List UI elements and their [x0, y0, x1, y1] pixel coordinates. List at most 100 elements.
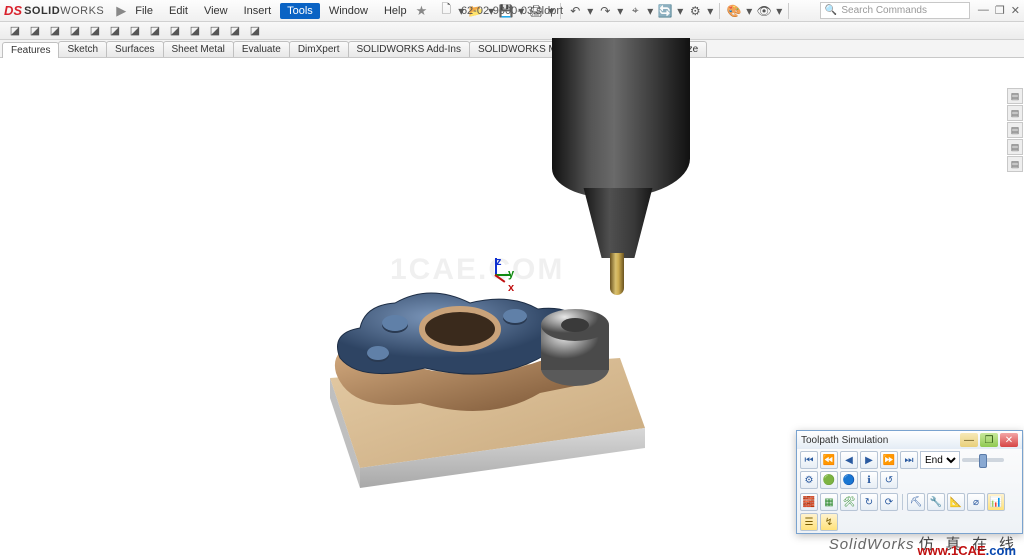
- minimize-button[interactable]: —: [978, 4, 989, 17]
- taskpane-e[interactable]: ▤: [1007, 156, 1023, 172]
- options-dropdown[interactable]: ▾: [706, 2, 714, 20]
- sim-opt-0[interactable]: ⚙: [800, 471, 818, 489]
- appearance-icon[interactable]: 🎨: [725, 2, 743, 20]
- view-settings-icon[interactable]: 👁: [755, 2, 773, 20]
- taskpane-d[interactable]: ▤: [1007, 139, 1023, 155]
- cmd9-button[interactable]: ◪: [166, 23, 184, 39]
- sim-opt-1[interactable]: 🟢: [820, 471, 838, 489]
- sim-tool-12[interactable]: ↯: [820, 513, 838, 531]
- close-button[interactable]: ✕: [1011, 4, 1020, 17]
- spindle-body: [552, 38, 690, 198]
- sim-tool-1[interactable]: ▦: [820, 493, 838, 511]
- sim-tool-2[interactable]: 🛠: [840, 493, 858, 511]
- sim-playback-2[interactable]: ◀: [840, 451, 858, 469]
- search-placeholder: Search Commands: [841, 5, 927, 16]
- options-icon[interactable]: ⚙: [686, 2, 704, 20]
- cmd7-button[interactable]: ◪: [126, 23, 144, 39]
- sim-playback-0[interactable]: ⏮: [800, 451, 818, 469]
- sim-playback-4[interactable]: ⏩: [880, 451, 898, 469]
- help-icon[interactable]: ★: [416, 3, 428, 19]
- cmd10-button[interactable]: ◪: [186, 23, 204, 39]
- sim-speed-slider[interactable]: [962, 458, 1004, 462]
- sim-playback-1[interactable]: ⏪: [820, 451, 838, 469]
- menu-view[interactable]: View: [197, 3, 235, 19]
- task-pane-tabs: ▤▤▤▤▤: [1007, 88, 1023, 172]
- redo-dropdown[interactable]: ▾: [616, 2, 624, 20]
- view-settings-dropdown[interactable]: ▾: [775, 2, 783, 20]
- select-icon[interactable]: ⌖: [626, 2, 644, 20]
- menu-edit[interactable]: Edit: [162, 3, 195, 19]
- rebuild-dropdown[interactable]: ▾: [676, 2, 684, 20]
- appearance-dropdown[interactable]: ▾: [745, 2, 753, 20]
- new-doc-icon[interactable]: 🗋: [437, 2, 455, 20]
- sim-tool-3[interactable]: ↻: [860, 493, 878, 511]
- sim-playback-5[interactable]: ⏭: [900, 451, 918, 469]
- cmd6-button[interactable]: ◪: [106, 23, 124, 39]
- cmd2-button[interactable]: ◪: [26, 23, 44, 39]
- sim-opt-2[interactable]: 🔵: [840, 471, 858, 489]
- tab-surfaces[interactable]: Surfaces: [106, 41, 163, 57]
- menu-help[interactable]: Help: [377, 3, 414, 19]
- taskpane-b[interactable]: ▤: [1007, 105, 1023, 121]
- sim-opt-3[interactable]: ℹ: [860, 471, 878, 489]
- sim-playback-3[interactable]: ▶: [860, 451, 878, 469]
- logo-text: SOLIDWORKS: [24, 5, 104, 17]
- sim-titlebar[interactable]: Toolpath Simulation — ❐ ✕: [797, 431, 1022, 449]
- cmd1-button[interactable]: ◪: [6, 23, 24, 39]
- spindle-holder: [577, 188, 659, 258]
- tab-features[interactable]: Features: [2, 42, 59, 58]
- graphics-viewport[interactable]: 1CAE.COM: [0, 58, 1024, 556]
- cmd11-button[interactable]: ◪: [206, 23, 224, 39]
- document-title: 62-02-9000-03.sldprt: [461, 5, 563, 17]
- maximize-button[interactable]: ❐: [995, 4, 1005, 17]
- cmd13-button[interactable]: ◪: [246, 23, 264, 39]
- tab-evaluate[interactable]: Evaluate: [233, 41, 290, 57]
- redo-icon[interactable]: ↷: [596, 2, 614, 20]
- menu-window[interactable]: Window: [322, 3, 375, 19]
- cmd3-button[interactable]: ◪: [46, 23, 64, 39]
- select-dropdown[interactable]: ▾: [646, 2, 654, 20]
- sim-tool-8[interactable]: 📐: [947, 493, 965, 511]
- cmd5-button[interactable]: ◪: [86, 23, 104, 39]
- sim-tool-7[interactable]: 🔧: [927, 493, 945, 511]
- search-commands-input[interactable]: 🔍 Search Commands: [820, 2, 970, 19]
- tab-dimxpert[interactable]: DimXpert: [289, 41, 349, 57]
- cmd4-button[interactable]: ◪: [66, 23, 84, 39]
- taskpane-c[interactable]: ▤: [1007, 122, 1023, 138]
- sim-minimize-button[interactable]: —: [960, 433, 978, 447]
- search-icon: 🔍: [825, 5, 837, 16]
- app-logo: DS SOLIDWORKS: [4, 3, 104, 18]
- sim-tool-0[interactable]: 🧱: [800, 493, 818, 511]
- tab-sketch[interactable]: Sketch: [58, 41, 107, 57]
- menu-bar: FileEditViewInsertToolsWindowHelp: [128, 3, 413, 19]
- toolpath-simulation-panel[interactable]: Toolpath Simulation — ❐ ✕ ⏮⏪◀▶⏩⏭End ⚙🟢🔵ℹ↺…: [796, 430, 1023, 534]
- tab-solidworks-add-ins[interactable]: SOLIDWORKS Add-Ins: [348, 41, 470, 57]
- cnc-spindle: [502, 38, 722, 308]
- title-bar: DS SOLIDWORKS ▶ FileEditViewInsertToolsW…: [0, 0, 1024, 22]
- undo-icon[interactable]: ↶: [566, 2, 584, 20]
- sim-close-button[interactable]: ✕: [1000, 433, 1018, 447]
- sim-tool-6[interactable]: ⛏: [907, 493, 925, 511]
- menu-tools[interactable]: Tools: [280, 3, 320, 19]
- sim-maximize-button[interactable]: ❐: [980, 433, 998, 447]
- rebuild-icon[interactable]: 🔄: [656, 2, 674, 20]
- tab-sheet-metal[interactable]: Sheet Metal: [163, 41, 234, 57]
- sim-mode-select[interactable]: End: [920, 451, 960, 469]
- menu-file[interactable]: File: [128, 3, 160, 19]
- sim-title-text: Toolpath Simulation: [801, 435, 958, 446]
- menu-expand-icon[interactable]: ▶: [116, 3, 126, 19]
- sim-tool-4[interactable]: ⟳: [880, 493, 898, 511]
- undo-dropdown[interactable]: ▾: [586, 2, 594, 20]
- footer-solidworks: SolidWorks: [829, 536, 915, 553]
- sim-tool-10[interactable]: 📊: [987, 493, 1005, 511]
- sim-tool-9[interactable]: ⌀: [967, 493, 985, 511]
- axis-z-label: z: [496, 256, 502, 268]
- cmd12-button[interactable]: ◪: [226, 23, 244, 39]
- sim-tool-11[interactable]: ☰: [800, 513, 818, 531]
- cmd8-button[interactable]: ◪: [146, 23, 164, 39]
- sim-opt-4[interactable]: ↺: [880, 471, 898, 489]
- menu-insert[interactable]: Insert: [237, 3, 279, 19]
- window-controls: — ❐ ✕: [978, 4, 1020, 17]
- logo-ds: DS: [4, 3, 22, 18]
- taskpane-a[interactable]: ▤: [1007, 88, 1023, 104]
